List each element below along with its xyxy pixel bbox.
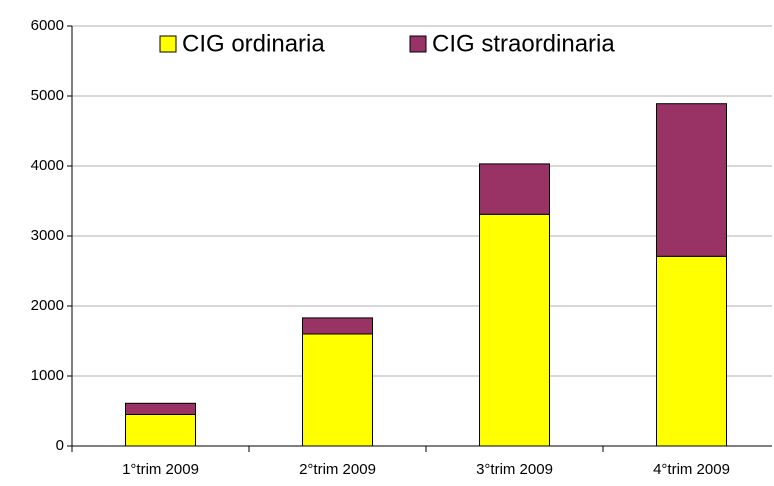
x-tick-label: 1°trim 2009	[122, 461, 199, 478]
bar-segment	[302, 333, 373, 447]
y-tick-label: 4000	[31, 157, 64, 174]
y-tick-label: 1000	[31, 367, 64, 384]
bar-segment	[479, 213, 550, 447]
legend-label: CIG straordinaria	[432, 30, 615, 57]
x-tick-label: 2°trim 2009	[299, 461, 376, 478]
y-tick-label: 2000	[31, 297, 64, 314]
y-tick-label: 3000	[31, 227, 64, 244]
y-tick-label: 5000	[31, 87, 64, 104]
legend-label: CIG ordinaria	[182, 30, 325, 57]
y-tick-label: 6000	[31, 17, 64, 34]
x-tick-label: 3°trim 2009	[476, 461, 553, 478]
legend-swatch	[159, 35, 177, 53]
bar-segment	[125, 414, 196, 447]
bar-segment	[479, 163, 550, 215]
x-tick-label: 4°trim 2009	[653, 461, 730, 478]
bar-segment	[125, 402, 196, 415]
legend-swatch	[409, 35, 427, 53]
bar-segment	[656, 255, 727, 447]
bar-segment	[302, 317, 373, 335]
y-tick-label: 0	[56, 437, 64, 454]
bar-segment	[656, 103, 727, 257]
